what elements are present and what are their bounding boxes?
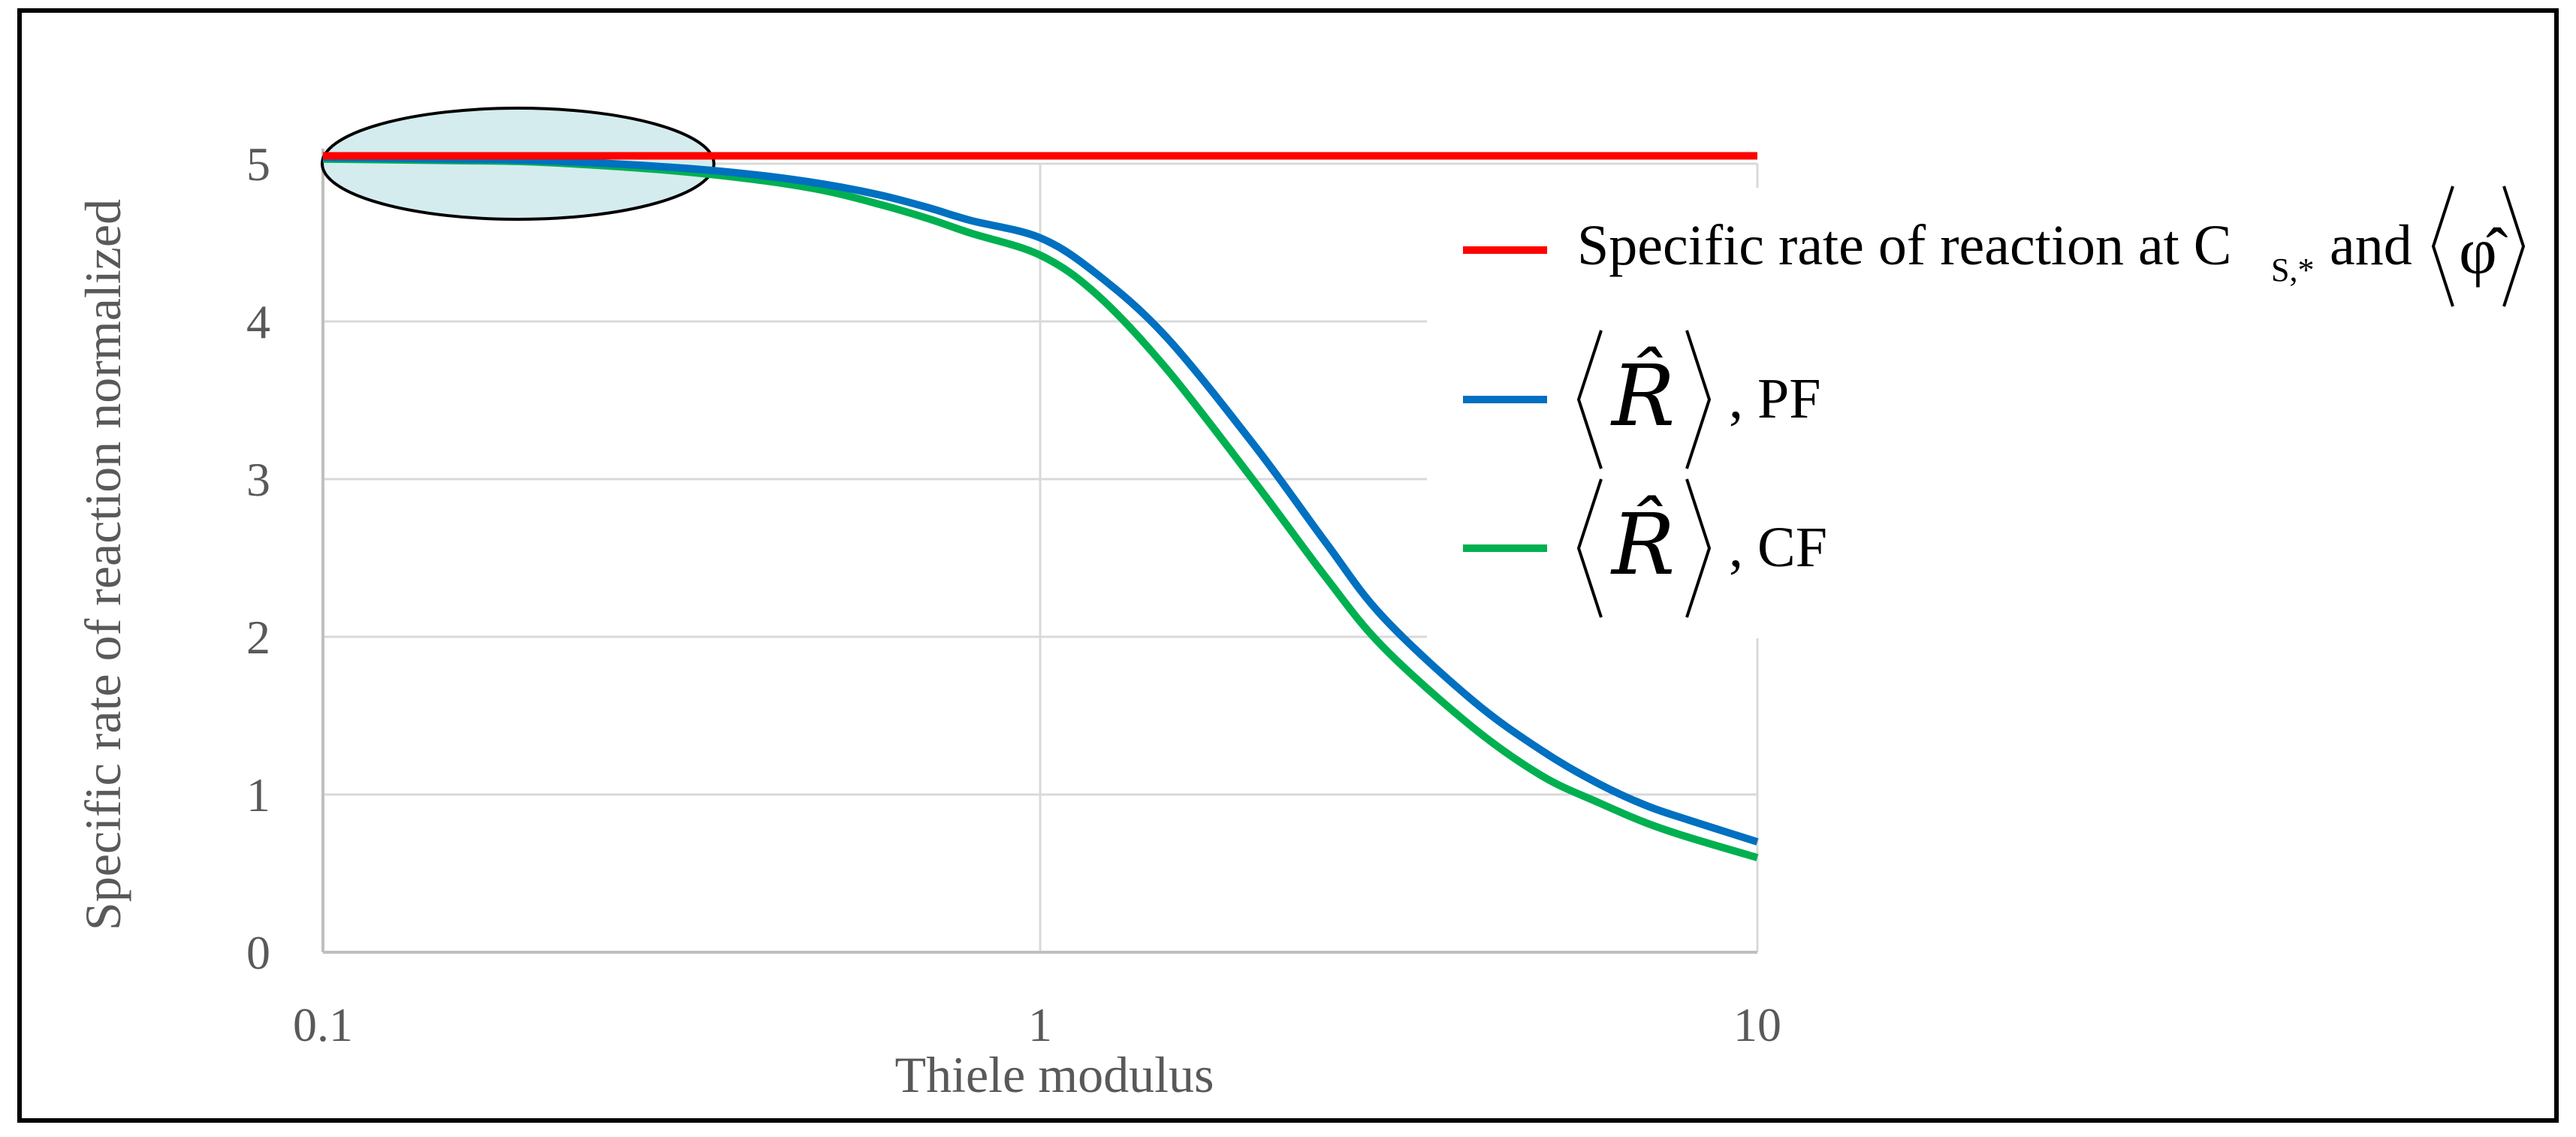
y-tick-label: 2 — [246, 611, 270, 664]
legend-item-green: R̂ , CF — [1463, 478, 1827, 618]
legend-background — [1427, 188, 2508, 638]
x-tick-label: 1 — [1028, 998, 1052, 1051]
x-axis-title: Thiele modulus — [895, 1046, 1214, 1103]
legend: Specific rate of reaction at C S,* and φ… — [1427, 185, 2526, 638]
legend-label-red: Specific rate of reaction at C — [1577, 214, 2231, 277]
y-tick-label: 3 — [246, 453, 270, 506]
chart-frame — [17, 8, 2559, 1123]
axes — [321, 149, 1757, 954]
y-tick-label: 1 — [246, 768, 270, 822]
legend-symbol-green: R̂ — [1610, 496, 1675, 594]
series-line-blue — [322, 153, 1759, 846]
tick-labels: 0 1 2 3 4 5 0.1 1 10 — [246, 137, 1781, 1051]
angle-bracket-right-icon — [1685, 330, 1712, 469]
legend-subscript-red: S,* — [2271, 252, 2314, 288]
series-layer — [322, 152, 1759, 861]
y-axis-title: Specific rate of reaction normalized — [74, 199, 131, 930]
y-tick-label: 5 — [246, 137, 270, 191]
legend-label-blue: , PF — [1729, 367, 1821, 430]
angle-bracket-right-icon — [2502, 185, 2526, 307]
x-tick-label: 10 — [1733, 998, 1781, 1051]
x-tick-label: 0.1 — [293, 998, 353, 1051]
legend-symbol-blue: R̂ — [1610, 347, 1675, 445]
legend-item-blue: R̂ , PF — [1463, 330, 1821, 469]
legend-and-red: and — [2330, 214, 2412, 277]
y-tick-label: 4 — [246, 295, 270, 348]
angle-bracket-right-icon — [1685, 478, 1712, 618]
legend-label-green: , CF — [1729, 516, 1827, 579]
angle-bracket-left-icon — [1576, 330, 1603, 469]
y-tick-label: 0 — [246, 926, 270, 979]
angle-bracket-left-icon — [1576, 478, 1603, 618]
angle-bracket-left-icon — [2431, 185, 2454, 307]
